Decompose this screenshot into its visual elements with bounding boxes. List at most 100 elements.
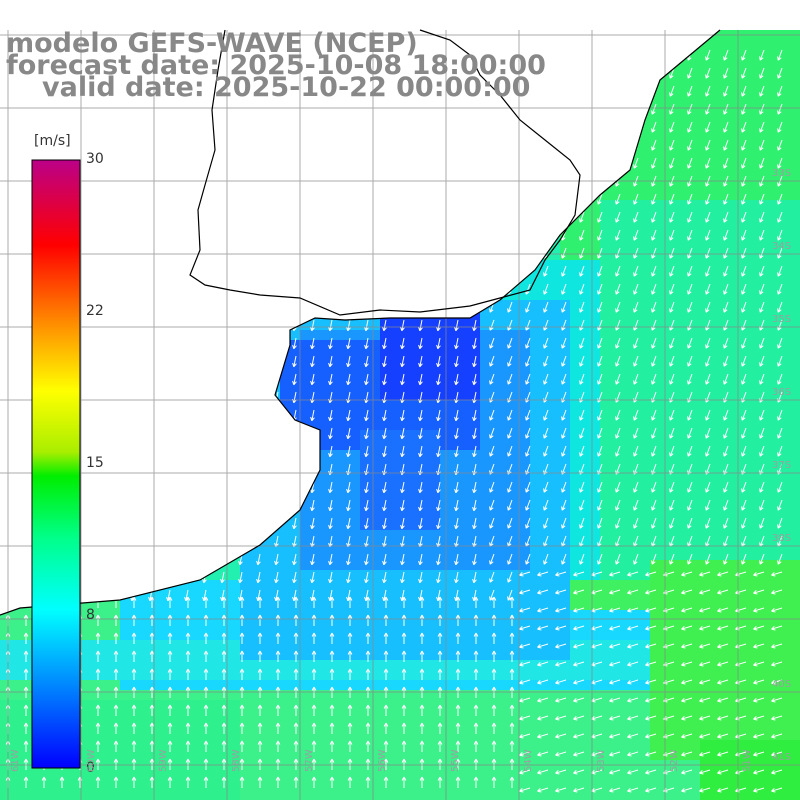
wind-arrow: [220, 139, 225, 152]
wind-arrow: [597, 139, 603, 151]
wind-arrow: [76, 121, 81, 134]
wind-arrow: [113, 704, 119, 716]
wind-arrow: [651, 265, 657, 277]
wind-arrow: [741, 499, 747, 511]
wind-arrow: [555, 679, 567, 685]
wind-arrow: [777, 229, 783, 241]
wind-arrow: [436, 301, 441, 314]
wind-arrow: [699, 733, 711, 739]
wind-arrow: [364, 283, 369, 296]
wind-arrow: [705, 85, 711, 97]
wind-arrow: [519, 571, 531, 577]
wind-arrow: [651, 121, 657, 133]
wind-arrow: [383, 614, 389, 626]
wind-arrow: [293, 668, 299, 680]
wind-arrow: [310, 445, 315, 458]
wind-arrow: [579, 517, 585, 529]
wind-arrow: [274, 409, 279, 422]
wind-arrow: [609, 571, 621, 577]
lat-label: 36S: [772, 387, 792, 398]
wind-arrow: [473, 632, 479, 644]
wind-arrow: [437, 650, 443, 662]
wind-arrow: [22, 535, 27, 548]
wind-arrow: [364, 247, 369, 260]
wind-arrow: [112, 103, 117, 116]
wind-arrow: [400, 445, 405, 458]
wind-arrow: [759, 85, 765, 97]
wind-arrow: [400, 337, 405, 350]
wind-arrow: [292, 265, 297, 278]
wind-arrow: [507, 265, 513, 277]
wind-arrow: [94, 103, 99, 116]
wind-arrow: [651, 337, 657, 349]
wind-arrow: [148, 157, 153, 170]
wind-arrow: [275, 722, 281, 734]
wind-arrow: [507, 589, 513, 601]
wind-arrow: [507, 373, 513, 385]
wind-arrow: [615, 157, 621, 169]
wind-arrow: [346, 265, 351, 278]
wind-arrow: [705, 247, 711, 259]
wind-arrow: [293, 740, 299, 752]
wind-arrow: [95, 614, 101, 626]
wind-arrow: [22, 247, 27, 260]
wind-arrow: [699, 697, 711, 703]
wind-arrow: [130, 229, 135, 242]
wind-arrow: [22, 283, 27, 296]
wind-arrow: [753, 697, 765, 703]
wind-arrow: [681, 751, 693, 757]
wind-arrow: [491, 668, 497, 680]
wind-arrow: [454, 211, 459, 224]
wind-arrow: [22, 391, 27, 404]
wind-arrow: [94, 589, 99, 602]
wind-arrow: [257, 614, 263, 626]
wind-arrow: [220, 319, 225, 332]
wind-arrow: [705, 301, 711, 313]
wind-arrow: [723, 229, 729, 241]
wind-arrow: [22, 355, 27, 368]
wind-arrow: [687, 121, 693, 133]
wind-arrow: [723, 157, 729, 169]
wind-arrow: [346, 139, 351, 152]
wind-arrow: [148, 265, 153, 278]
wind-arrow: [257, 596, 263, 608]
wind-arrow: [94, 517, 99, 530]
wind-arrow: [311, 614, 317, 626]
wind-arrow: [238, 409, 243, 422]
wind-arrow: [185, 596, 191, 608]
wind-arrow: [94, 193, 99, 206]
wind-arrow: [220, 481, 225, 494]
wind-arrow: [311, 776, 317, 788]
wind-arrow: [543, 373, 549, 385]
wind-arrow: [472, 193, 477, 206]
wind-arrow: [419, 776, 425, 788]
wind-arrow: [166, 211, 171, 224]
wind-arrow: [753, 733, 765, 739]
wind-arrow: [525, 247, 531, 259]
wind-arrow: [238, 247, 243, 260]
wind-arrow: [400, 283, 405, 296]
wind-arrow: [23, 668, 29, 680]
wind-arrow: [256, 247, 261, 260]
wind-arrow: [597, 373, 603, 385]
wind-arrow: [328, 445, 333, 458]
wind-arrow: [94, 211, 99, 224]
wind-arrow: [274, 265, 279, 278]
wind-arrow: [346, 409, 351, 422]
wind-arrow: [166, 391, 171, 404]
wind-arrow: [454, 121, 459, 134]
wind-arrow: [597, 121, 603, 133]
wind-arrow: [491, 776, 497, 788]
wind-arrow: [364, 481, 369, 494]
wind-arrow: [23, 632, 29, 644]
wind-arrow: [166, 139, 171, 152]
wind-arrow: [293, 650, 299, 662]
wind-arrow: [759, 229, 765, 241]
colorbar-tick-22: 22: [86, 303, 104, 319]
wind-arrow: [717, 679, 729, 685]
wind-arrow: [723, 445, 729, 457]
wind-arrow: [365, 776, 371, 788]
wind-arrow: [561, 139, 567, 151]
wind-arrow: [687, 517, 693, 529]
wind-arrow: [202, 193, 207, 206]
